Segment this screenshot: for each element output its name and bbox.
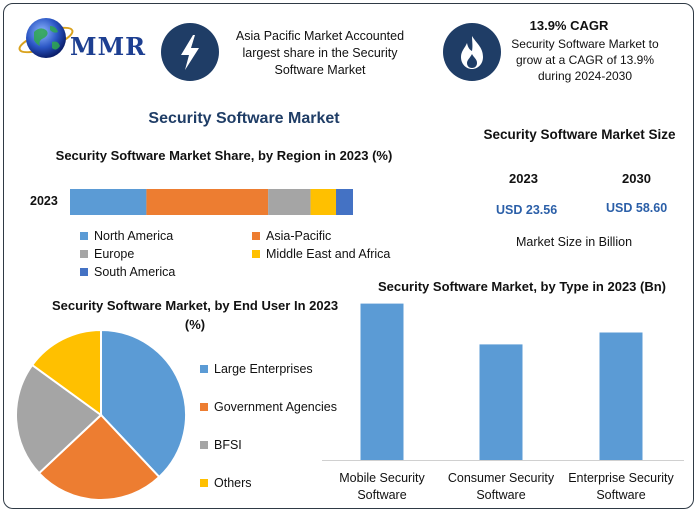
region-chart-title: Security Software Market Share, by Regio… [55,148,393,163]
region-legend-item-europe: Europe [80,247,134,261]
end-user-legend-item-bfsi: BFSI [200,438,242,452]
legend-swatch [200,479,208,487]
logo-text: MMR [70,32,147,61]
type-bar-mobile-security-software [360,303,404,460]
legend-label: South America [94,265,176,279]
legend-label: Government Agencies [214,400,337,414]
end-user-chart-title: Security Software Market, by End User In… [51,298,339,332]
legend-swatch [252,250,260,258]
legend-label: Others [214,476,252,490]
legend-label: Middle East and Africa [266,247,391,261]
legend-label: Large Enterprises [214,362,313,376]
end-user-pie-chart [15,328,187,501]
region-bar-segment-south-america [336,189,353,215]
market-size-2030-value: USD 58.60 [606,201,668,215]
end-user-legend-item-others: Others [200,476,252,490]
region-legend-item-asia-pacific: Asia-Pacific [252,229,331,243]
market-size-unit-note: Market Size in Billion [516,235,633,249]
type-category-label-mobile-security-software: Mobile Security Software [339,471,425,502]
pie-slice-government-agencies [37,413,161,501]
info-apac-text: Asia Pacific Market Accounted largest sh… [235,29,405,77]
market-size-title: Security Software Market Size [483,127,676,142]
region-legend-item-north-america: North America [80,229,173,243]
legend-label: Europe [94,247,135,261]
legend-swatch [80,232,88,240]
end-user-legend-item-large-enterprises: Large Enterprises [200,362,313,376]
region-bar-segment-asia-pacific [146,189,269,215]
region-legend-item-middle-east-and-africa: Middle East and Africa [252,247,390,261]
region-bar-segment-europe [268,189,311,215]
main-title: Security Software Market [148,110,340,127]
year-2023-label: 2023 [509,171,538,186]
region-bar-category-label: 2023 [30,194,58,208]
cagr-text: Security Software Market to grow at a CA… [511,37,659,83]
legend-swatch [80,250,88,258]
cagr-title: 13.9% CAGR [529,18,609,33]
legend-swatch [200,403,208,411]
type-chart-title: Security Software Market, by Type in 202… [377,279,666,294]
region-bar-segment-north-america [70,189,147,215]
pie-slice-bfsi [15,363,103,475]
pie-slice-others [30,328,102,417]
legend-swatch [200,441,208,449]
type-bar-consumer-security-software [479,344,523,460]
region-bar-segment-middle-east-and-africa [310,189,337,215]
legend-label: BFSI [214,438,242,452]
infographic-frame: MMR Asia Pacific Market Accounted larges… [3,3,694,509]
globe-icon [18,18,74,58]
lightning-bolt-icon [161,23,219,81]
market-size-2023-value: USD 23.56 [496,203,558,217]
legend-label: Asia-Pacific [266,229,332,243]
type-category-label-consumer-security-software: Consumer Security Software [447,471,555,502]
region-stacked-bar-chart [70,189,353,215]
region-legend-item-south-america: South America [80,265,175,279]
flame-icon [443,23,501,81]
legend-label: North America [94,229,174,243]
pie-slice-large-enterprises [100,328,187,479]
legend-swatch [80,268,88,276]
year-2030-label: 2030 [622,171,651,186]
type-column-chart [322,303,684,461]
legend-swatch [200,365,208,373]
legend-swatch [252,232,260,240]
end-user-legend-item-government-agencies: Government Agencies [200,400,337,414]
type-category-label-enterprise-security-software: Enterprise Security Software [568,471,674,502]
type-bar-enterprise-security-software [599,332,643,460]
